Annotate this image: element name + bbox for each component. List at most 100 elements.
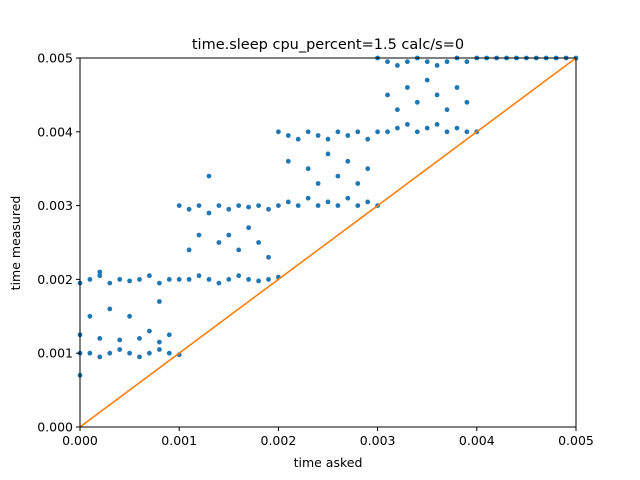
y-tick-label: 0.002 (37, 272, 73, 287)
scatter-point (434, 92, 440, 98)
axes: 0.000 0.001 0.002 0.003 0.004 0.005 0.000 0.001… (37, 51, 594, 449)
scatter-point (236, 273, 242, 279)
scatter-point (424, 77, 430, 83)
x-tick-label: 0.000 (62, 433, 98, 448)
scatter-point (226, 277, 232, 282)
reference-line (79, 57, 577, 428)
scatter-point (246, 204, 252, 210)
scatter-point (127, 278, 132, 284)
scatter-point (365, 136, 371, 142)
scatter-point (107, 280, 113, 286)
scatter-point (405, 122, 410, 127)
scatter-point (325, 199, 331, 205)
scatter-point (285, 199, 291, 205)
scatter-point (157, 280, 162, 286)
scatter-point (315, 203, 321, 209)
scatter-point (166, 277, 172, 282)
scatter-point (236, 247, 242, 253)
x-tick-label: 0.002 (261, 433, 297, 448)
x-tick-label: 0.005 (558, 433, 594, 448)
scatter-point (157, 347, 162, 352)
scatter-point (414, 99, 420, 105)
scatter-point (256, 240, 261, 245)
scatter-point (256, 203, 261, 209)
y-tick-label: 0.004 (37, 124, 73, 139)
scatter-point (305, 129, 311, 135)
y-axis-label: time measured (8, 196, 23, 291)
scatter-point (117, 347, 123, 352)
scatter-point (315, 133, 321, 138)
scatter-point (266, 254, 271, 260)
scatter-point (355, 129, 361, 135)
scatter-point (405, 59, 410, 65)
scatter-point (97, 273, 103, 279)
scatter-point (87, 350, 93, 356)
scatter-point (216, 203, 222, 209)
scatter-point (196, 273, 202, 279)
scatter-point (186, 277, 192, 282)
scatter-point (345, 158, 351, 164)
scatter-point (405, 85, 410, 90)
y-tick-label: 0.000 (37, 420, 73, 435)
scatter-point (166, 332, 172, 338)
scatter-point (335, 203, 341, 209)
scatter-point (97, 354, 103, 360)
scatter-point (424, 59, 430, 65)
plot-area (77, 55, 579, 428)
scatter-point (196, 232, 202, 238)
scatter-point (107, 350, 113, 356)
scatter-point (147, 273, 152, 279)
scatter-point (157, 299, 162, 304)
scatter-point (305, 195, 311, 201)
scatter-point (206, 210, 212, 216)
scatter-point (137, 277, 142, 282)
scatter-point (117, 337, 123, 343)
scatter-point (97, 336, 103, 341)
scatter-point (97, 269, 103, 275)
scatter-point (444, 129, 450, 135)
x-tick-label: 0.001 (161, 433, 197, 448)
scatter-point (216, 240, 222, 245)
scatter-point (414, 129, 420, 135)
scatter-point (434, 122, 440, 127)
scatter-point (454, 125, 460, 131)
scatter-point (186, 206, 192, 212)
scatter-point (246, 225, 252, 231)
scatter-point (266, 277, 271, 282)
scatter-point (385, 129, 390, 135)
scatter-point (127, 313, 132, 319)
scatter-point (87, 313, 93, 319)
scatter-point (256, 278, 261, 284)
scatter-point (325, 151, 331, 157)
scatter-point (345, 133, 351, 138)
scatter-point (186, 247, 192, 253)
scatter-point (147, 328, 152, 334)
y-tick-label: 0.003 (37, 198, 73, 213)
scatter-point (236, 203, 242, 209)
x-axis-label: time asked (294, 455, 363, 470)
scatter-point (355, 203, 361, 209)
scatter-point (385, 92, 390, 98)
scatter-point (325, 136, 331, 142)
scatter-point (216, 280, 222, 286)
scatter-point (444, 59, 450, 65)
scatter-point (315, 181, 321, 186)
scatter-point (137, 354, 142, 360)
scatter-point (295, 203, 301, 209)
chart-title: time.sleep cpu_percent=1.5 calc/s=0 (192, 37, 464, 53)
scatter-point (375, 129, 380, 135)
scatter-point (166, 350, 172, 356)
scatter-point (176, 277, 182, 282)
scatter-point (266, 206, 271, 212)
scatter-point (454, 85, 460, 90)
scatter-point (464, 99, 470, 105)
scatter-point (226, 232, 232, 238)
y-tick-label: 0.001 (37, 346, 73, 361)
scatter-point (276, 129, 281, 135)
scatter-point (117, 277, 123, 282)
scatter-point (335, 173, 341, 179)
scatter-point (176, 203, 182, 209)
scatter-point (444, 107, 450, 113)
